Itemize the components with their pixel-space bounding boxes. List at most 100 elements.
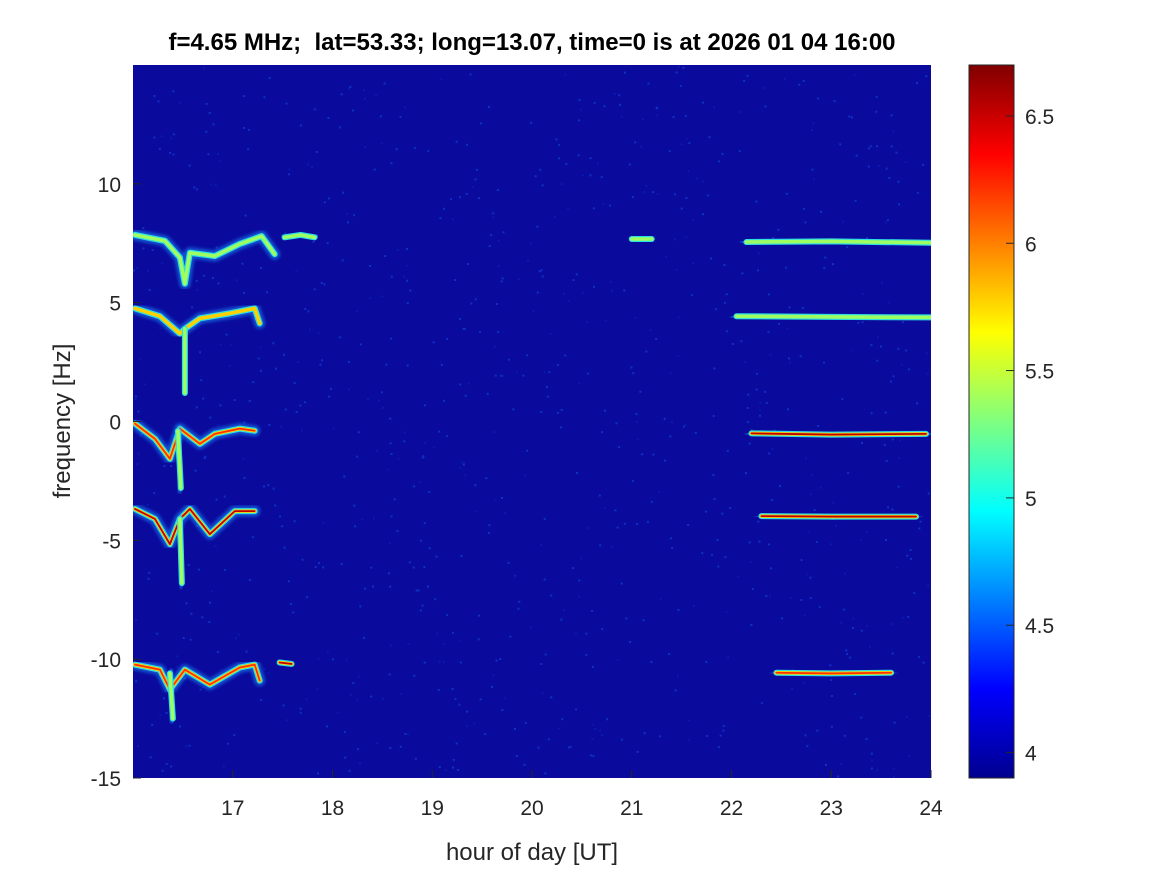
noise-speckle bbox=[344, 730, 347, 733]
noise-speckle bbox=[760, 702, 763, 705]
noise-speckle bbox=[161, 769, 164, 772]
noise-speckle bbox=[870, 767, 873, 770]
noise-speckle bbox=[580, 557, 583, 560]
noise-speckle bbox=[208, 111, 211, 114]
noise-speckle bbox=[712, 106, 715, 109]
trace-mid bbox=[178, 517, 184, 585]
noise-speckle bbox=[404, 106, 407, 109]
noise-speckle bbox=[182, 637, 185, 640]
noise-speckle bbox=[743, 79, 746, 82]
noise-speckle bbox=[687, 170, 690, 173]
noise-speckle bbox=[803, 614, 806, 617]
trace-0hz-dip bbox=[172, 425, 187, 494]
noise-speckle bbox=[185, 745, 188, 748]
trace-m10hz-early bbox=[133, 659, 266, 696]
noise-speckle bbox=[423, 522, 426, 525]
noise-speckle bbox=[488, 524, 491, 527]
noise-speckle bbox=[326, 242, 329, 245]
noise-speckle bbox=[830, 695, 833, 698]
noise-speckle bbox=[319, 363, 322, 366]
noise-speckle bbox=[523, 763, 526, 766]
noise-speckle bbox=[185, 602, 188, 605]
noise-speckle bbox=[800, 598, 803, 601]
noise-speckle bbox=[770, 499, 773, 502]
noise-speckle bbox=[437, 688, 440, 691]
noise-speckle bbox=[460, 554, 463, 557]
noise-speckle bbox=[758, 540, 761, 543]
noise-speckle bbox=[299, 404, 302, 407]
noise-speckle bbox=[747, 393, 750, 396]
noise-speckle bbox=[356, 748, 359, 751]
noise-speckle bbox=[702, 180, 705, 183]
noise-speckle bbox=[890, 623, 893, 626]
noise-speckle bbox=[692, 604, 695, 607]
noise-speckle bbox=[798, 83, 801, 86]
noise-speckle bbox=[159, 327, 162, 330]
x-axis: 17 18 19 20 21 22 23 24 bbox=[221, 770, 943, 820]
noise-speckle bbox=[556, 411, 559, 414]
noise-speckle bbox=[413, 485, 416, 488]
noise-speckle bbox=[813, 509, 816, 512]
noise-speckle bbox=[852, 617, 855, 620]
noise-speckle bbox=[639, 390, 642, 393]
noise-speckle bbox=[591, 723, 594, 726]
noise-speckle bbox=[867, 147, 870, 150]
noise-speckle bbox=[684, 114, 687, 117]
noise-speckle bbox=[220, 669, 223, 672]
noise-speckle bbox=[157, 100, 160, 103]
noise-speckle bbox=[443, 661, 446, 664]
noise-speckle bbox=[829, 664, 832, 667]
noise-speckle bbox=[788, 361, 791, 364]
noise-speckle bbox=[746, 74, 749, 77]
noise-speckle bbox=[534, 175, 537, 178]
noise-speckle bbox=[461, 461, 464, 464]
noise-speckle bbox=[499, 657, 502, 660]
noise-speckle bbox=[783, 77, 786, 80]
noise-speckle bbox=[806, 745, 809, 748]
noise-speckle bbox=[459, 466, 462, 469]
noise-speckle bbox=[389, 747, 392, 750]
noise-speckle bbox=[353, 214, 356, 217]
noise-speckle bbox=[815, 540, 818, 543]
noise-speckle bbox=[848, 115, 851, 118]
noise-speckle bbox=[865, 530, 868, 533]
noise-speckle bbox=[850, 349, 853, 352]
trace-7hz-late bbox=[740, 235, 931, 249]
noise-speckle bbox=[388, 572, 391, 575]
noise-speckle bbox=[880, 281, 883, 284]
y-tick-label: -5 bbox=[102, 530, 121, 553]
noise-speckle bbox=[539, 544, 542, 547]
noise-speckle bbox=[738, 110, 741, 113]
noise-speckle bbox=[675, 71, 678, 74]
noise-speckle bbox=[885, 459, 888, 462]
noise-speckle bbox=[203, 457, 206, 460]
noise-speckle bbox=[445, 435, 448, 438]
noise-speckle bbox=[364, 145, 367, 148]
noise-speckle bbox=[807, 531, 810, 534]
noise-speckle bbox=[328, 197, 331, 200]
trace-4hz-early bbox=[133, 302, 266, 340]
noise-speckle bbox=[564, 73, 567, 76]
noise-speckle bbox=[714, 308, 717, 311]
noise-speckle bbox=[559, 426, 562, 429]
noise-speckle bbox=[196, 289, 199, 292]
noise-speckle bbox=[175, 665, 178, 668]
noise-speckle bbox=[674, 193, 677, 196]
noise-speckle bbox=[172, 133, 175, 136]
noise-speckle bbox=[434, 598, 437, 601]
noise-speckle bbox=[304, 401, 307, 404]
noise-speckle bbox=[414, 757, 417, 760]
noise-speckle bbox=[513, 575, 516, 578]
noise-speckle bbox=[606, 718, 609, 721]
noise-speckle bbox=[137, 410, 140, 413]
noise-speckle bbox=[537, 746, 540, 749]
noise-speckle bbox=[786, 327, 789, 330]
noise-speckle bbox=[513, 727, 516, 730]
noise-speckle bbox=[238, 633, 241, 636]
noise-speckle bbox=[197, 568, 200, 571]
noise-speckle bbox=[546, 395, 549, 398]
noise-speckle bbox=[459, 383, 462, 386]
noise-speckle bbox=[892, 767, 895, 770]
noise-speckle bbox=[787, 408, 790, 411]
noise-speckle bbox=[380, 142, 383, 145]
